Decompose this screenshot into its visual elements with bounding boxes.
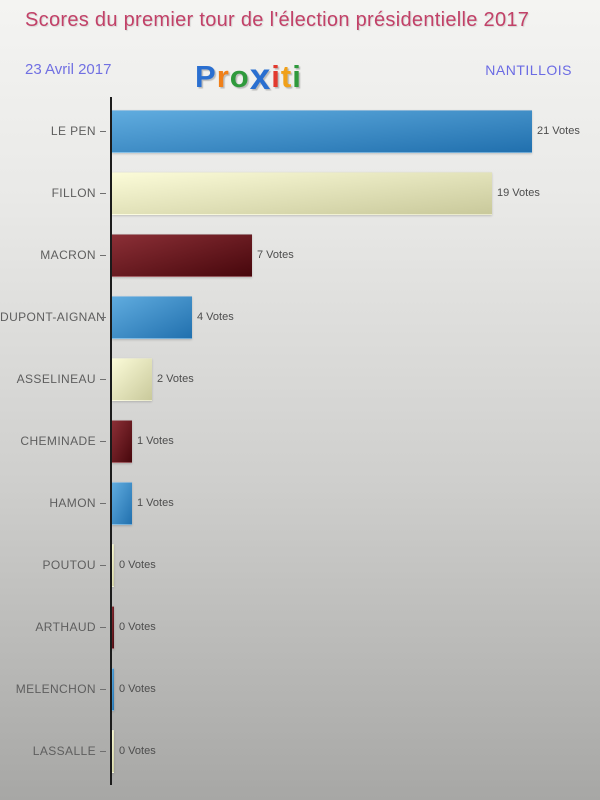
candidate-label: LASSALLE <box>32 744 96 758</box>
bar-zone: 0 Votes <box>106 729 156 773</box>
vote-count-label: 7 Votes <box>257 249 294 261</box>
axis-tick <box>100 626 106 628</box>
logo-letter: i <box>271 59 281 94</box>
bar-chart: LE PEN 21 Votes FILLON 19 Votes MACRON 7… <box>0 97 600 785</box>
vote-bar <box>112 667 114 711</box>
chart-row: ASSELINEAU 2 Votes <box>0 348 600 410</box>
chart-row: LASSALLE 0 Votes <box>0 720 600 782</box>
vote-count-label: 0 Votes <box>119 621 156 633</box>
axis-tick <box>100 254 106 256</box>
vote-count-label: 2 Votes <box>157 373 194 385</box>
vote-bar <box>112 543 114 587</box>
chart-row: FILLON 19 Votes <box>0 162 600 224</box>
vote-count-label: 0 Votes <box>119 745 156 757</box>
page-title: Scores du premier tour de l'élection pré… <box>25 9 530 31</box>
y-axis-line <box>110 97 112 785</box>
vote-count-label: 21 Votes <box>537 125 580 137</box>
chart-row: MACRON 7 Votes <box>0 224 600 286</box>
candidate-label: ARTHAUD <box>35 620 96 634</box>
candidate-label: CHEMINADE <box>20 434 96 448</box>
vote-count-label: 1 Votes <box>137 435 174 447</box>
logo-letter: P <box>195 59 217 94</box>
candidate-label: MELENCHON <box>15 682 96 696</box>
bar-zone: 21 Votes <box>106 109 580 153</box>
vote-bar <box>112 171 492 215</box>
vote-bar <box>112 481 132 525</box>
chart-row: LE PEN 21 Votes <box>0 100 600 162</box>
axis-tick <box>100 688 106 690</box>
vote-bar <box>112 233 252 277</box>
chart-rows: LE PEN 21 Votes FILLON 19 Votes MACRON 7… <box>0 100 600 782</box>
vote-bar <box>112 357 152 401</box>
candidate-label: HAMON <box>49 496 96 510</box>
bar-zone: 1 Votes <box>106 481 174 525</box>
vote-count-label: 19 Votes <box>497 187 540 199</box>
logo-letter: o <box>229 59 250 94</box>
bar-zone: 1 Votes <box>106 419 174 463</box>
vote-count-label: 0 Votes <box>119 683 156 695</box>
chart-row: CHEMINADE 1 Votes <box>0 410 600 472</box>
candidate-label: DUPONT-AIGNAN <box>0 310 106 324</box>
vote-bar <box>112 419 132 463</box>
bar-zone: 0 Votes <box>106 543 156 587</box>
bar-zone: 7 Votes <box>106 233 294 277</box>
vote-count-label: 4 Votes <box>197 311 234 323</box>
chart-row: POUTOU 0 Votes <box>0 534 600 596</box>
candidate-label: MACRON <box>40 248 96 262</box>
candidate-label: POUTOU <box>42 558 96 572</box>
date-label: 23 Avril 2017 <box>25 61 112 78</box>
chart-row: MELENCHON 0 Votes <box>0 658 600 720</box>
axis-tick <box>100 130 106 132</box>
chart-row: HAMON 1 Votes <box>0 472 600 534</box>
axis-tick <box>100 750 106 752</box>
candidate-label: LE PEN <box>50 124 96 138</box>
vote-bar <box>112 295 192 339</box>
logo-letter: i <box>292 59 302 94</box>
axis-tick <box>100 192 106 194</box>
vote-bar <box>112 109 532 153</box>
vote-count-label: 1 Votes <box>137 497 174 509</box>
axis-tick <box>100 378 106 380</box>
location-label: NANTILLOIS <box>485 62 572 78</box>
bar-zone: 0 Votes <box>106 605 156 649</box>
bar-zone: 2 Votes <box>106 357 194 401</box>
logo-letter: r <box>216 59 230 94</box>
vote-bar <box>112 605 114 649</box>
bar-zone: 0 Votes <box>106 667 156 711</box>
bar-zone: 19 Votes <box>106 171 540 215</box>
logo-letter: x <box>249 55 272 97</box>
bar-zone: 4 Votes <box>106 295 234 339</box>
logo-letter: t <box>280 59 293 94</box>
vote-count-label: 0 Votes <box>119 559 156 571</box>
axis-tick <box>100 440 106 442</box>
candidate-label: ASSELINEAU <box>16 372 96 386</box>
candidate-label: FILLON <box>51 186 96 200</box>
chart-row: DUPONT-AIGNAN 4 Votes <box>0 286 600 348</box>
axis-tick <box>100 564 106 566</box>
axis-tick <box>100 316 106 318</box>
axis-tick <box>100 502 106 504</box>
chart-row: ARTHAUD 0 Votes <box>0 596 600 658</box>
vote-bar <box>112 729 114 773</box>
